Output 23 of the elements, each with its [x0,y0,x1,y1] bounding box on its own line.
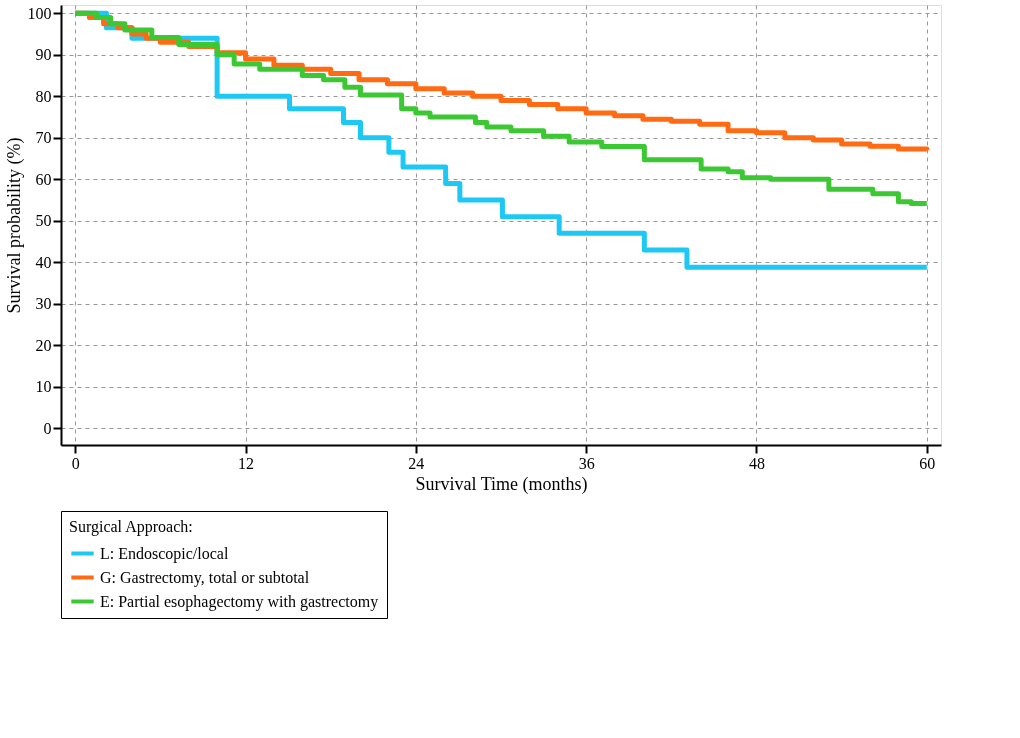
x-tick-label: 12 [238,454,255,472]
y-tick-label: 70 [35,129,52,147]
y-tick-label: 10 [35,378,52,396]
y-tick-label: 30 [35,295,52,313]
y-tick-label: 50 [35,212,52,230]
y-tick-label: 90 [35,46,52,64]
y-tick-label: 40 [35,253,52,271]
y-tick-label: 0 [43,419,52,437]
x-tick-label: 36 [578,454,595,472]
legend-label: G: Gastrectomy, total or subtotal [100,568,310,587]
y-tick-label: 20 [35,336,52,354]
y-axis-title: Survival probability (%) [3,137,25,314]
x-tick-label: 0 [71,454,80,472]
legend-label: E: Partial esophagectomy with gastrectomy [100,592,379,611]
x-tick-label: 60 [919,454,936,472]
x-tick-label: 24 [408,454,425,472]
x-tick-label: 48 [748,454,765,472]
y-tick-label: 80 [35,87,52,105]
legend-title: Surgical Approach: [69,518,193,536]
y-tick-label: 100 [27,4,52,22]
legend-label: L: Endoscopic/local [100,544,229,563]
x-axis-title: Survival Time (months) [415,473,588,495]
y-tick-label: 60 [35,170,52,188]
